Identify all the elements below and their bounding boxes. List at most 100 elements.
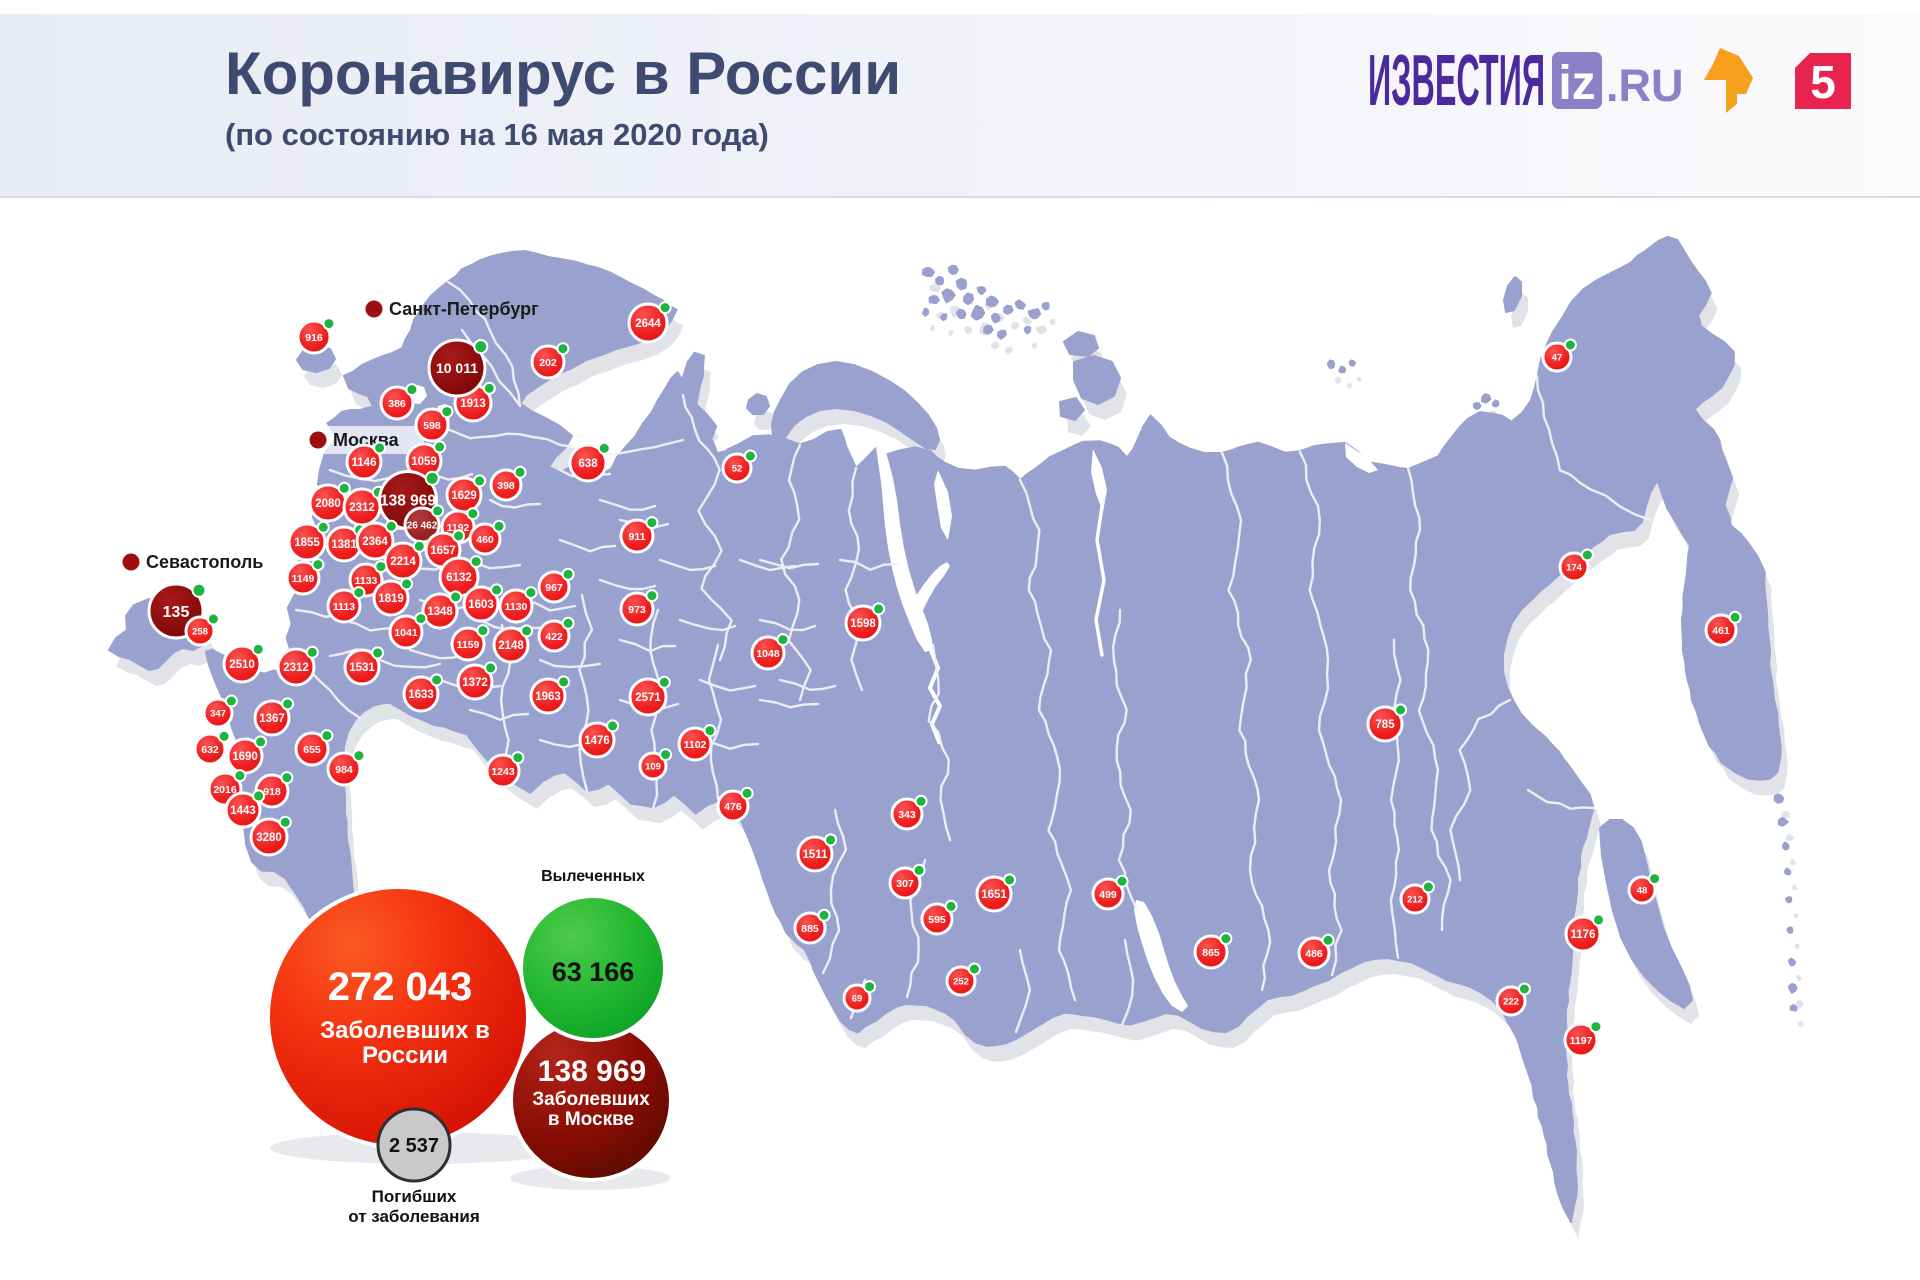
svg-text:Заболевших в: Заболевших в (320, 1017, 490, 1044)
svg-text:272 043: 272 043 (328, 965, 473, 1009)
svg-text:1041: 1041 (394, 627, 418, 639)
svg-text:10 011: 10 011 (436, 360, 478, 376)
svg-text:138 969: 138 969 (380, 493, 436, 510)
svg-text:1603: 1603 (468, 599, 494, 611)
svg-text:1381: 1381 (331, 539, 357, 551)
svg-text:984: 984 (335, 764, 353, 776)
svg-text:Севастополь: Севастополь (146, 552, 263, 572)
svg-text:885: 885 (801, 923, 819, 935)
svg-text:1629: 1629 (451, 490, 477, 502)
svg-text:2571: 2571 (635, 692, 661, 704)
svg-text:2312: 2312 (349, 502, 375, 514)
svg-text:1913: 1913 (460, 398, 486, 410)
svg-text:347: 347 (210, 708, 226, 719)
svg-text:973: 973 (628, 604, 646, 616)
svg-text:1372: 1372 (462, 677, 488, 689)
svg-text:1048: 1048 (756, 648, 780, 660)
svg-text:222: 222 (1503, 996, 1519, 1007)
svg-text:916: 916 (305, 332, 323, 344)
svg-text:2148: 2148 (498, 640, 524, 652)
svg-text:307: 307 (896, 878, 914, 890)
svg-text:1197: 1197 (1570, 1035, 1593, 1047)
svg-text:1130: 1130 (505, 601, 528, 613)
svg-text:1690: 1690 (232, 751, 258, 763)
svg-text:785: 785 (1375, 719, 1395, 731)
svg-text:2080: 2080 (315, 498, 341, 510)
svg-text:422: 422 (545, 631, 563, 643)
svg-text:911: 911 (629, 531, 646, 543)
svg-text:865: 865 (1202, 947, 1220, 959)
svg-text:212: 212 (1407, 894, 1423, 905)
svg-text:63 166: 63 166 (552, 957, 635, 987)
svg-text:2016: 2016 (213, 784, 237, 796)
svg-text:2214: 2214 (390, 556, 416, 568)
svg-text:202: 202 (539, 357, 557, 369)
svg-text:918: 918 (263, 786, 281, 798)
svg-text:1159: 1159 (457, 639, 480, 651)
svg-text:595: 595 (928, 914, 946, 926)
svg-text:638: 638 (578, 458, 598, 470)
svg-text:461: 461 (1712, 625, 1730, 637)
svg-text:1149: 1149 (292, 573, 315, 585)
svg-text:.RU: .RU (1606, 60, 1684, 111)
svg-text:1855: 1855 (294, 537, 320, 549)
svg-text:1963: 1963 (535, 691, 561, 703)
svg-text:138 969: 138 969 (538, 1055, 646, 1088)
svg-text:1657: 1657 (430, 545, 456, 557)
svg-text:1243: 1243 (491, 766, 515, 778)
svg-text:6132: 6132 (446, 572, 472, 584)
svg-text:109: 109 (645, 761, 661, 772)
svg-text:69: 69 (852, 993, 863, 1004)
svg-text:iz: iz (1558, 57, 1595, 110)
svg-text:Вылеченных: Вылеченных (541, 868, 645, 885)
svg-text:1192: 1192 (447, 522, 470, 534)
svg-text:2 537: 2 537 (389, 1135, 439, 1157)
svg-text:Коронавирус в России: Коронавирус в России (225, 40, 901, 107)
svg-text:5: 5 (1810, 56, 1836, 108)
svg-text:386: 386 (388, 398, 406, 410)
svg-text:России: России (362, 1042, 448, 1069)
svg-text:655: 655 (303, 744, 321, 756)
svg-text:460: 460 (476, 534, 494, 546)
svg-text:598: 598 (423, 420, 441, 432)
svg-text:(по состоянию на 16 мая 2020 г: (по состоянию на 16 мая 2020 года) (225, 117, 769, 152)
svg-text:47: 47 (1552, 352, 1563, 363)
svg-text:1102: 1102 (684, 739, 707, 751)
svg-text:2364: 2364 (362, 536, 388, 548)
svg-text:ИЗВЕСТИЯ: ИЗВЕСТИЯ (1368, 39, 1545, 120)
svg-text:174: 174 (1566, 562, 1583, 573)
svg-text:2312: 2312 (283, 662, 309, 674)
svg-text:1348: 1348 (427, 606, 453, 618)
svg-text:343: 343 (898, 809, 916, 821)
svg-text:Погибших: Погибших (372, 1187, 457, 1206)
svg-text:1819: 1819 (378, 593, 404, 605)
svg-text:в Москве: в Москве (548, 1109, 634, 1130)
svg-text:2510: 2510 (229, 659, 255, 671)
svg-text:1176: 1176 (1571, 929, 1596, 941)
svg-text:48: 48 (1637, 885, 1648, 896)
svg-text:1651: 1651 (981, 889, 1007, 901)
svg-text:1476: 1476 (584, 735, 610, 747)
svg-text:476: 476 (724, 801, 742, 813)
svg-text:135: 135 (163, 604, 190, 621)
svg-text:398: 398 (497, 480, 515, 492)
svg-text:1598: 1598 (850, 618, 876, 630)
svg-text:499: 499 (1099, 889, 1117, 901)
svg-text:3280: 3280 (256, 832, 282, 844)
svg-text:1531: 1531 (349, 662, 375, 674)
svg-text:486: 486 (1305, 948, 1323, 960)
svg-text:252: 252 (953, 976, 969, 987)
svg-text:Санкт-Петербург: Санкт-Петербург (389, 299, 539, 319)
svg-text:52: 52 (732, 463, 743, 474)
svg-text:967: 967 (545, 582, 563, 594)
svg-text:от заболевания: от заболевания (348, 1207, 480, 1226)
svg-text:632: 632 (201, 744, 219, 756)
svg-text:258: 258 (192, 626, 208, 637)
svg-text:1146: 1146 (352, 457, 377, 469)
svg-text:1113: 1113 (333, 601, 355, 613)
svg-text:1443: 1443 (230, 805, 256, 817)
svg-text:1633: 1633 (408, 689, 434, 701)
svg-text:1133: 1133 (355, 575, 378, 587)
svg-text:Заболевших: Заболевших (532, 1089, 650, 1110)
svg-text:1511: 1511 (803, 849, 829, 861)
